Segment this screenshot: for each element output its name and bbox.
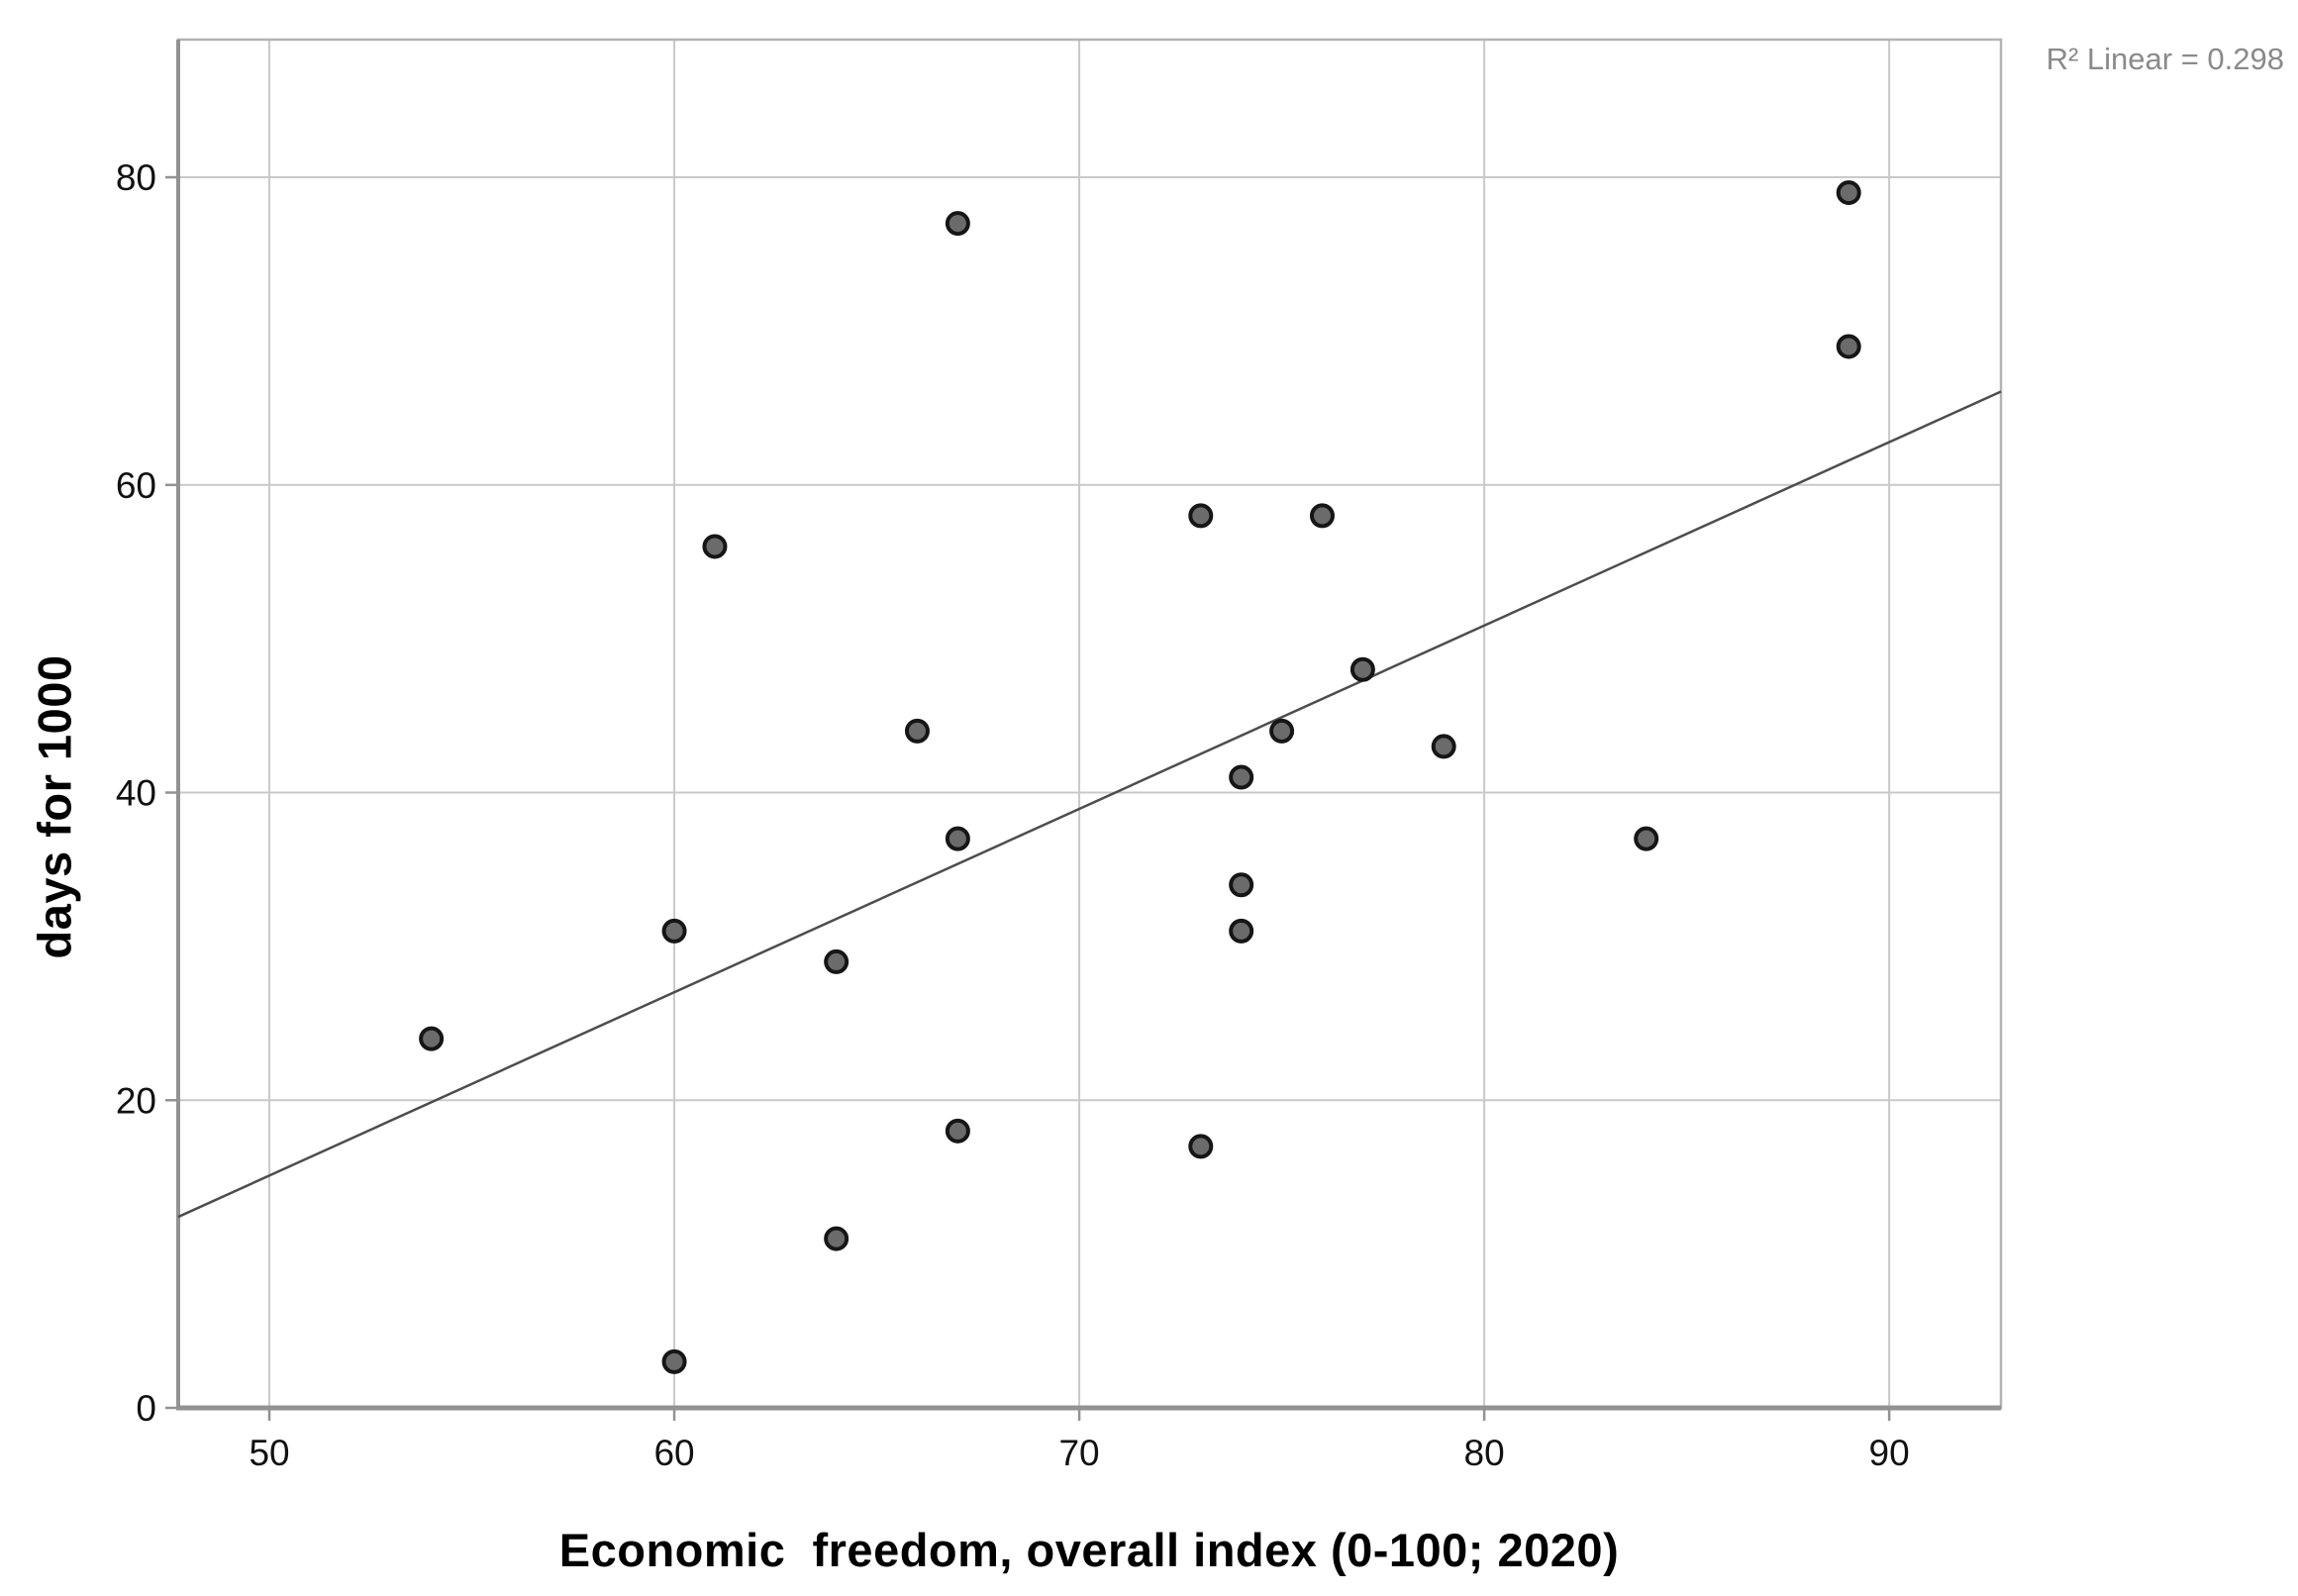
data-point [1349,656,1375,682]
data-point [945,1118,970,1144]
data-point [1309,503,1335,529]
data-point [1836,180,1861,206]
data-point [945,826,970,851]
data-point [661,918,687,944]
data-point [1188,1134,1214,1159]
y-tick-label: 20 [116,1080,156,1121]
y-tick-label: 40 [116,773,156,814]
data-point [1188,503,1214,529]
data-point [1269,718,1295,744]
data-point [1229,872,1254,898]
data-point [1431,734,1456,759]
data-point [661,1348,687,1374]
x-tick-label: 60 [653,1433,694,1473]
fit-line [177,390,2002,1219]
x-axis-title: Economic freedom, overall index (0-100; … [558,1524,1620,1576]
x-tick-label: 90 [1869,1433,1910,1473]
data-point [1229,918,1254,944]
data-point [945,211,970,237]
x-tick-label: 80 [1464,1433,1505,1473]
data-point [904,718,930,744]
data-point [419,1026,445,1051]
data-point [1634,826,1659,851]
x-tick-label: 70 [1058,1433,1099,1473]
y-tick-label: 60 [116,465,156,506]
data-point [824,1226,849,1251]
data-point [702,534,728,559]
r-squared-label: R² Linear = 0.298 [2046,42,2284,76]
x-tick-label: 50 [249,1433,289,1473]
plot-frame [176,38,2003,1410]
data-point [1836,334,1861,359]
y-tick-label: 0 [136,1388,156,1429]
y-tick-label: 80 [116,157,156,198]
data-point [1229,764,1254,790]
y-axis-title: days for 1000 [28,654,81,959]
data-point [824,948,849,974]
